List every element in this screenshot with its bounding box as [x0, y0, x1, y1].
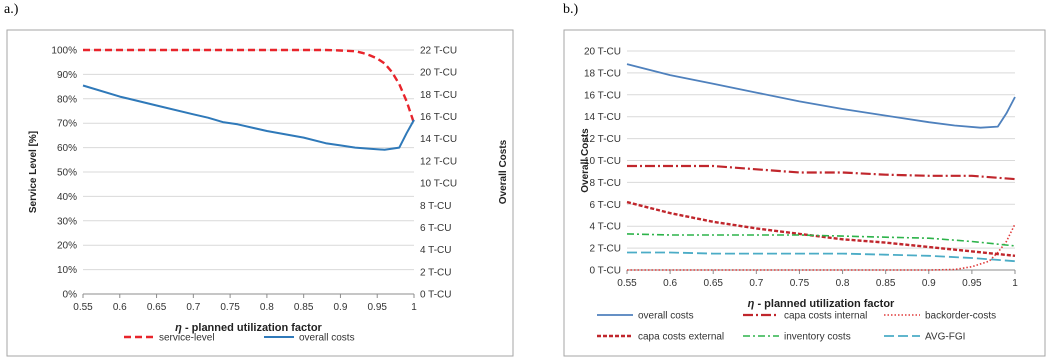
y-right-tick-label: 4 T-CU	[420, 245, 452, 256]
y-right-tick-label: 20 T-CU	[420, 68, 457, 79]
y-tick-label: 6 T-CU	[590, 200, 622, 211]
y-tick-label: 10%	[57, 265, 77, 276]
y-tick-label: 18 T-CU	[584, 68, 621, 79]
series-line-service-level	[83, 48, 416, 124]
chart-a: 0% 10% 20% 30% 40% 50% 60% 70% 80% 90% 100% 0 T-CU 2…	[6, 29, 514, 357]
y-right-tick-label: 6 T-CU	[420, 223, 452, 234]
series-line-capa-costs-external	[626, 200, 1016, 257]
y-tick-label: 8 T-CU	[590, 178, 622, 189]
x-tick-label: 0.8	[260, 302, 274, 313]
y-tick-label: 14 T-CU	[584, 112, 621, 123]
y-right-tick-label: 14 T-CU	[420, 134, 457, 145]
x-tick-label: 0.95	[367, 302, 387, 313]
y-tick-label: 4 T-CU	[590, 222, 622, 233]
x-tick-label: 0.85	[294, 302, 314, 313]
y-tick-label: 100%	[51, 46, 77, 57]
y-right-tick-label: 8 T-CU	[420, 201, 452, 212]
panel-label-b: b.)	[563, 2, 579, 17]
chart-frame-a	[6, 29, 514, 357]
legend-label: service-level	[159, 333, 215, 344]
y-tick-label: 50%	[57, 168, 77, 179]
x-axis-title-text: - planned utilization factor	[754, 298, 895, 310]
y-tick-label: 0%	[63, 290, 78, 301]
x-axis-title: η - planned utilization factor	[175, 322, 322, 334]
x-tick-label: 0.65	[147, 302, 167, 313]
series-line-avg-fgi	[627, 251, 1016, 263]
x-tick-label: 0.65	[703, 278, 723, 289]
x-axis-title: η - planned utilization factor	[748, 298, 895, 310]
x-tick-label: 1	[411, 302, 417, 313]
y-tick-label: 60%	[57, 143, 77, 154]
legend-label: overall costs	[638, 311, 694, 322]
y-tick-label: 70%	[57, 119, 77, 130]
x-tick-label: 1	[1012, 278, 1018, 289]
x-tick-label: 0.6	[663, 278, 677, 289]
y-right-tick-label: 16 T-CU	[420, 112, 457, 123]
y-right-tick-label: 22 T-CU	[420, 46, 457, 57]
x-tick-label: 0.55	[73, 302, 93, 313]
x-tick-label: 0.75	[220, 302, 240, 313]
y-tick-label: 20 T-CU	[584, 47, 621, 58]
x-tick-label: 0.7	[186, 302, 200, 313]
x-tick-label: 0.9	[333, 302, 347, 313]
panel-label-a: a.)	[4, 2, 19, 17]
legend-label: overall costs	[299, 333, 355, 344]
y-tick-label: 20%	[57, 241, 77, 252]
x-tick-label: 0.75	[790, 278, 810, 289]
x-tick-label: 0.6	[113, 302, 127, 313]
x-tick-label: 0.8	[836, 278, 850, 289]
series-line-inventory-costs	[626, 233, 1016, 247]
y-axis-title: Overall Costs	[580, 128, 591, 193]
series-line-capa-costs-internal	[627, 164, 1016, 181]
y-tick-label: 40%	[57, 192, 77, 203]
x-tick-label: 0.85	[876, 278, 896, 289]
x-axis-title-symbol: η	[175, 322, 182, 334]
legend-label: inventory costs	[784, 332, 851, 343]
y-tick-label: 2 T-CU	[590, 244, 622, 255]
y-tick-label: 10 T-CU	[584, 156, 621, 167]
y-right-tick-label: 18 T-CU	[420, 90, 457, 101]
x-tick-label: 0.55	[617, 278, 637, 289]
legend-label: capa costs external	[638, 332, 724, 343]
y-right-axis-title: Overall Costs	[498, 139, 509, 204]
chart-b: 0 T-CU 2 T-CU 4 T-CU 6 T-CU 8 T-CU 10 T-CU 12 …	[563, 29, 1046, 357]
y-tick-label: 80%	[57, 94, 77, 105]
x-axis-title-symbol: η	[748, 298, 755, 310]
y-right-tick-label: 12 T-CU	[420, 156, 457, 167]
series-line-backorder-costs	[627, 223, 1016, 271]
series-line-overall-costs	[82, 84, 415, 151]
y-tick-label: 30%	[57, 216, 77, 227]
legend-label: AVG-FGI	[925, 332, 965, 343]
x-tick-label: 0.7	[749, 278, 763, 289]
series-line-overall-costs	[626, 63, 1016, 129]
y-right-tick-label: 10 T-CU	[420, 179, 457, 190]
y-tick-label: 16 T-CU	[584, 90, 621, 101]
y-right-tick-label: 0 T-CU	[420, 290, 452, 301]
y-tick-label: 0 T-CU	[590, 266, 622, 277]
legend-label: backorder-costs	[925, 311, 996, 322]
y-right-tick-label: 2 T-CU	[420, 267, 452, 278]
x-axis-title-text: - planned utilization factor	[182, 322, 323, 334]
y-tick-label: 90%	[57, 70, 77, 81]
legend-label: capa costs internal	[784, 311, 867, 322]
y-tick-label: 12 T-CU	[584, 134, 621, 145]
x-tick-label: 0.95	[962, 278, 982, 289]
chart-frame-b	[563, 29, 1046, 357]
y-axis-title: Service Level [%]	[28, 131, 39, 213]
x-tick-label: 0.9	[922, 278, 936, 289]
